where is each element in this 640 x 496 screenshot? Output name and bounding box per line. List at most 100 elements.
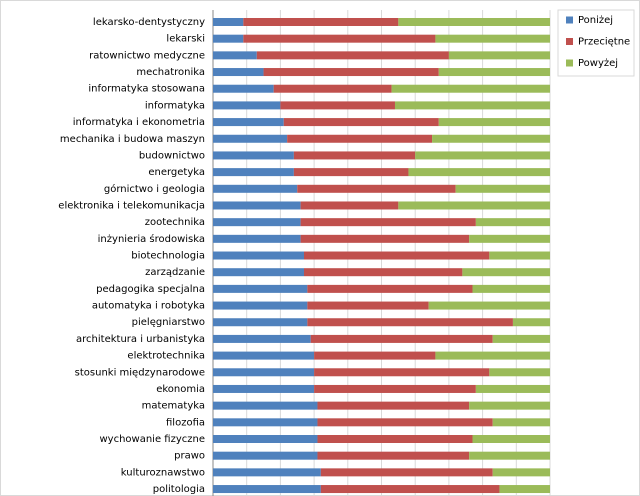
y-tick-label: pielęgniarstwo (132, 317, 205, 328)
y-tick-label: architektura i urbanistyka (76, 334, 205, 345)
bar-segment (213, 151, 294, 160)
y-tick-label: informatyka i ekonometria (73, 117, 205, 128)
y-tick-label: mechatronika (136, 67, 205, 78)
y-tick-label: filozofia (166, 417, 205, 428)
bar-segment (273, 84, 392, 93)
bar-segment (213, 18, 244, 26)
bar-segment (428, 301, 550, 310)
bar-segment (283, 118, 439, 127)
bar-segment (213, 51, 257, 60)
bar-segment (297, 184, 456, 193)
y-tick-label: informatyka stosowana (88, 84, 205, 95)
y-tick-label: wychowanie fizyczne (99, 434, 205, 445)
bar-segment (314, 368, 490, 377)
bar-segment (300, 201, 399, 210)
bar-segment (213, 451, 318, 460)
y-tick-label: ratownictwo medyczne (89, 50, 205, 61)
bar-segment (307, 301, 429, 310)
bar-segment (317, 401, 470, 410)
bar-segment (213, 351, 315, 360)
bar-segment (243, 18, 399, 26)
bar-segment (213, 101, 281, 110)
bar-segment (307, 318, 513, 327)
bar-segment (317, 451, 470, 460)
bar-segment (307, 284, 473, 293)
y-tick-label: informatyka (145, 100, 205, 111)
bar-segment (213, 218, 301, 227)
y-tick-label: inżynieria środowiska (98, 233, 205, 245)
y-tick-label: elektrotechnika (127, 351, 205, 362)
bar-segment (469, 451, 550, 460)
bar-segment (438, 118, 550, 127)
bar-segment (263, 68, 439, 77)
y-tick-label: budownictwo (139, 150, 205, 161)
bar-segment (499, 485, 550, 494)
y-tick-label: pedagogika specjalna (96, 284, 205, 295)
y-tick-label: mechanika i budowa maszyn (60, 134, 205, 145)
bar-segment (213, 384, 315, 393)
y-tick-label: kulturoznawstwo (121, 467, 205, 478)
bar-segment (293, 151, 416, 160)
legend-swatch (566, 16, 573, 24)
y-tick-label: automatyka i robotyka (92, 301, 205, 312)
y-tick-label: górnictwo i geologia (104, 183, 205, 195)
legend-swatch (566, 38, 573, 45)
bar-segment (394, 101, 550, 110)
bar-segment (438, 68, 550, 77)
bar-segment (455, 184, 550, 193)
legend-label: Przeciętne (578, 37, 630, 48)
bar-segment (213, 184, 298, 193)
bar-segment (213, 234, 301, 243)
bar-segment (469, 234, 550, 243)
bar-segment (489, 251, 550, 260)
y-tick-label: lekarsko-dentystyczny (93, 17, 205, 28)
bar-segment (475, 218, 550, 227)
bar-segment (213, 168, 294, 177)
y-tick-label: stosunki międzynarodowe (75, 367, 205, 378)
bar-segment (300, 234, 470, 243)
legend-label: Powyżej (578, 58, 618, 69)
bar-segment (314, 384, 476, 393)
bar-segment (213, 468, 321, 477)
bar-segment (512, 318, 550, 327)
bar-segment (448, 51, 550, 60)
bar-segment (213, 34, 244, 43)
bar-segment (213, 201, 301, 210)
bar-segment (300, 218, 476, 227)
bar-segment (398, 18, 550, 26)
y-tick-label: biotechnologia (131, 251, 205, 262)
y-tick-label: zootechnika (145, 217, 205, 228)
y-tick-label: ekonomia (156, 384, 205, 395)
bar-segment (213, 418, 318, 427)
legend-label: Poniżej (578, 15, 613, 26)
bar-segment (489, 368, 550, 377)
bar-segment (213, 118, 284, 127)
bar-segment (320, 485, 500, 494)
bar-segment (256, 51, 449, 60)
bar-segment (314, 351, 436, 360)
bar-segment (213, 251, 304, 260)
y-tick-label: energetyka (148, 167, 205, 178)
y-tick-label: matematyka (142, 401, 205, 412)
bar-segment (492, 418, 550, 427)
bar-segment (432, 134, 550, 143)
bar-segment (469, 401, 550, 410)
y-tick-label: prawo (174, 451, 205, 462)
bar-segment (213, 84, 274, 93)
bar-segment (213, 318, 308, 327)
y-tick-label: politologia (153, 484, 205, 495)
bar-segment (492, 334, 550, 343)
bar-segment (472, 284, 550, 293)
bar-segment (213, 368, 315, 377)
bar-segment (435, 34, 550, 43)
bar-segment (213, 334, 311, 343)
bar-segment (287, 134, 433, 143)
bar-segment (317, 435, 473, 443)
bar-segment (213, 134, 288, 143)
bar-segment (280, 101, 395, 110)
bar-segment (293, 168, 409, 177)
bar-segment (213, 401, 318, 410)
